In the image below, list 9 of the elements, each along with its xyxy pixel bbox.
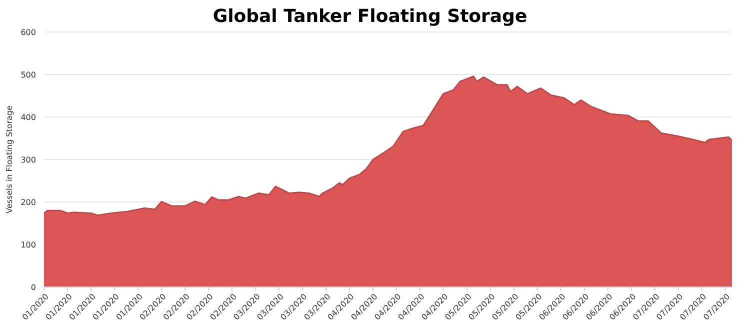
chart-title: Global Tanker Floating Storage [212,6,528,27]
y-tick-label: 400 [20,112,36,122]
y-tick-label: 500 [20,70,36,80]
y-tick-label: 200 [20,198,36,207]
y-tick-label: 100 [20,240,36,250]
y-axis-title: Vessels in Floating Storage [5,106,14,214]
y-tick-label: 600 [20,28,36,37]
y-tick-label: 0 [30,282,36,292]
y-tick-label: 300 [20,155,36,164]
